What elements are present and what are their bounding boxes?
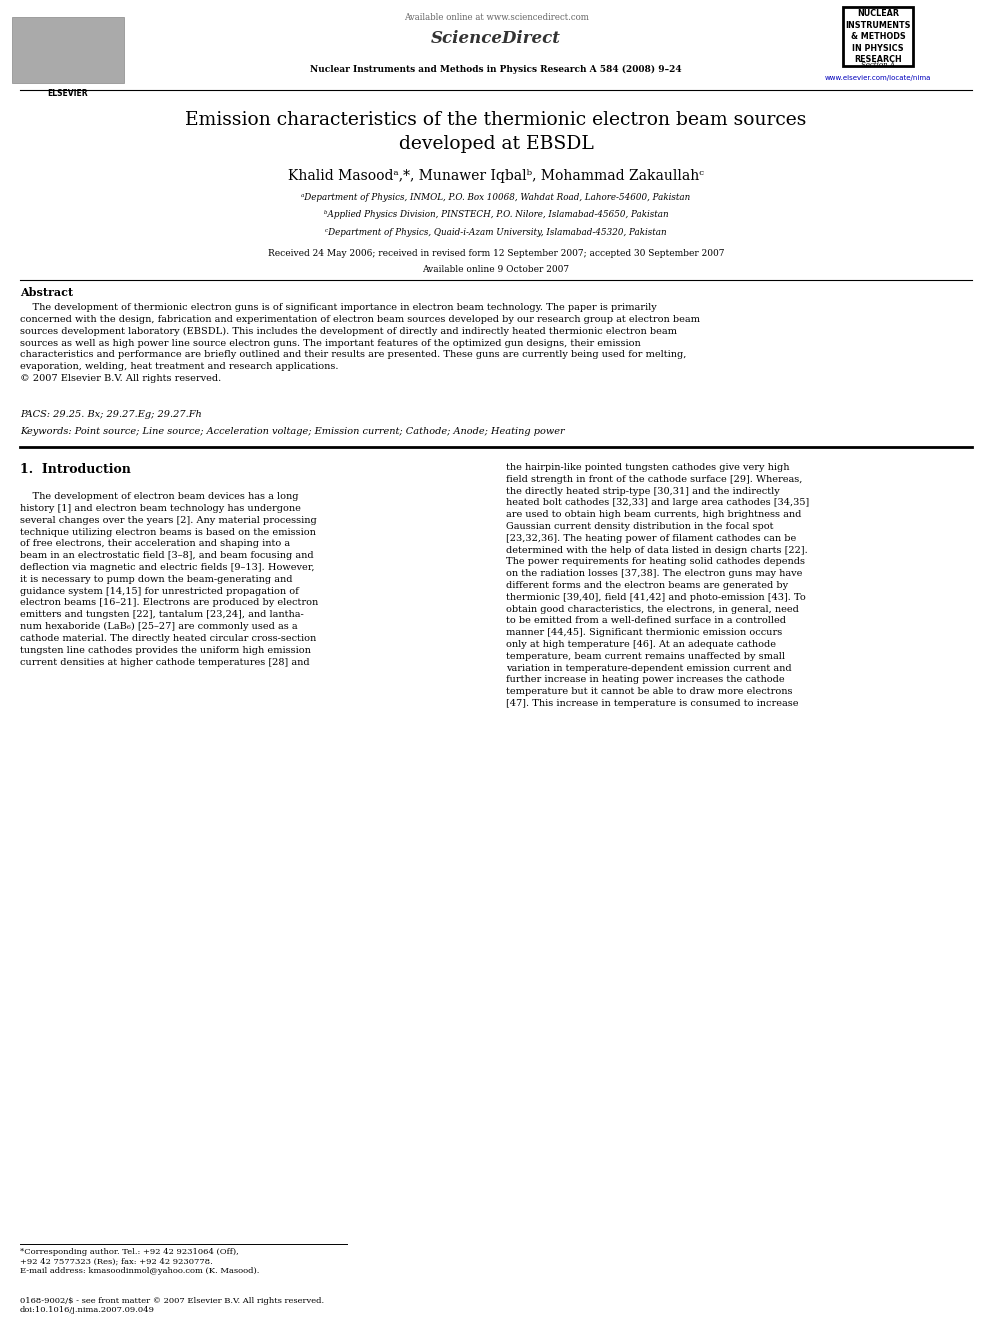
- Text: 0168-9002/$ - see front matter © 2007 Elsevier B.V. All rights reserved.
doi:10.: 0168-9002/$ - see front matter © 2007 El…: [20, 1297, 324, 1314]
- Text: Nuclear Instruments and Methods in Physics Research A 584 (2008) 9–24: Nuclear Instruments and Methods in Physi…: [310, 65, 682, 74]
- Text: ScienceDirect: ScienceDirect: [432, 30, 560, 48]
- Text: PACS: 29.25. Bx; 29.27.Eg; 29.27.Fh: PACS: 29.25. Bx; 29.27.Eg; 29.27.Fh: [20, 410, 201, 419]
- Text: ᵃDepartment of Physics, INMOL, P.O. Box 10068, Wahdat Road, Lahore-54600, Pakist: ᵃDepartment of Physics, INMOL, P.O. Box …: [302, 193, 690, 202]
- Text: ᶜDepartment of Physics, Quaid-i-Azam University, Islamabad-45320, Pakistan: ᶜDepartment of Physics, Quaid-i-Azam Uni…: [325, 228, 667, 237]
- Text: Abstract: Abstract: [20, 287, 73, 298]
- Text: 1.  Introduction: 1. Introduction: [20, 463, 131, 476]
- Text: Khalid Masoodᵃ,*, Munawer Iqbalᵇ, Mohammad Zakaullahᶜ: Khalid Masoodᵃ,*, Munawer Iqbalᵇ, Mohamm…: [288, 169, 704, 184]
- Text: Received 24 May 2006; received in revised form 12 September 2007; accepted 30 Se: Received 24 May 2006; received in revise…: [268, 249, 724, 258]
- Text: The development of electron beam devices has a long
history [1] and electron bea: The development of electron beam devices…: [20, 492, 318, 667]
- Text: the hairpin-like pointed tungsten cathodes give very high
field strength in fron: the hairpin-like pointed tungsten cathod…: [506, 463, 809, 708]
- Text: *Corresponding author. Tel.: +92 42 9231064 (Off),
+92 42 7577323 (Res); fax: +9: *Corresponding author. Tel.: +92 42 9231…: [20, 1248, 259, 1275]
- Text: The development of thermionic electron guns is of significant importance in elec: The development of thermionic electron g…: [20, 303, 699, 382]
- Text: ᵇApplied Physics Division, PINSTECH, P.O. Nilore, Islamabad-45650, Pakistan: ᵇApplied Physics Division, PINSTECH, P.O…: [323, 210, 669, 220]
- Text: Keywords: Point source; Line source; Acceleration voltage; Emission current; Cat: Keywords: Point source; Line source; Acc…: [20, 427, 564, 437]
- Text: Available online 9 October 2007: Available online 9 October 2007: [423, 265, 569, 274]
- Text: Section A: Section A: [861, 61, 895, 69]
- Text: NUCLEAR
INSTRUMENTS
& METHODS
IN PHYSICS
RESEARCH: NUCLEAR INSTRUMENTS & METHODS IN PHYSICS…: [845, 9, 911, 64]
- Text: Available online at www.sciencedirect.com: Available online at www.sciencedirect.co…: [404, 13, 588, 22]
- Text: ELSEVIER: ELSEVIER: [48, 89, 87, 98]
- Text: Emission characteristics of the thermionic electron beam sources
developed at EB: Emission characteristics of the thermion…: [186, 111, 806, 152]
- FancyBboxPatch shape: [12, 17, 124, 83]
- Text: www.elsevier.com/locate/nima: www.elsevier.com/locate/nima: [824, 75, 931, 82]
